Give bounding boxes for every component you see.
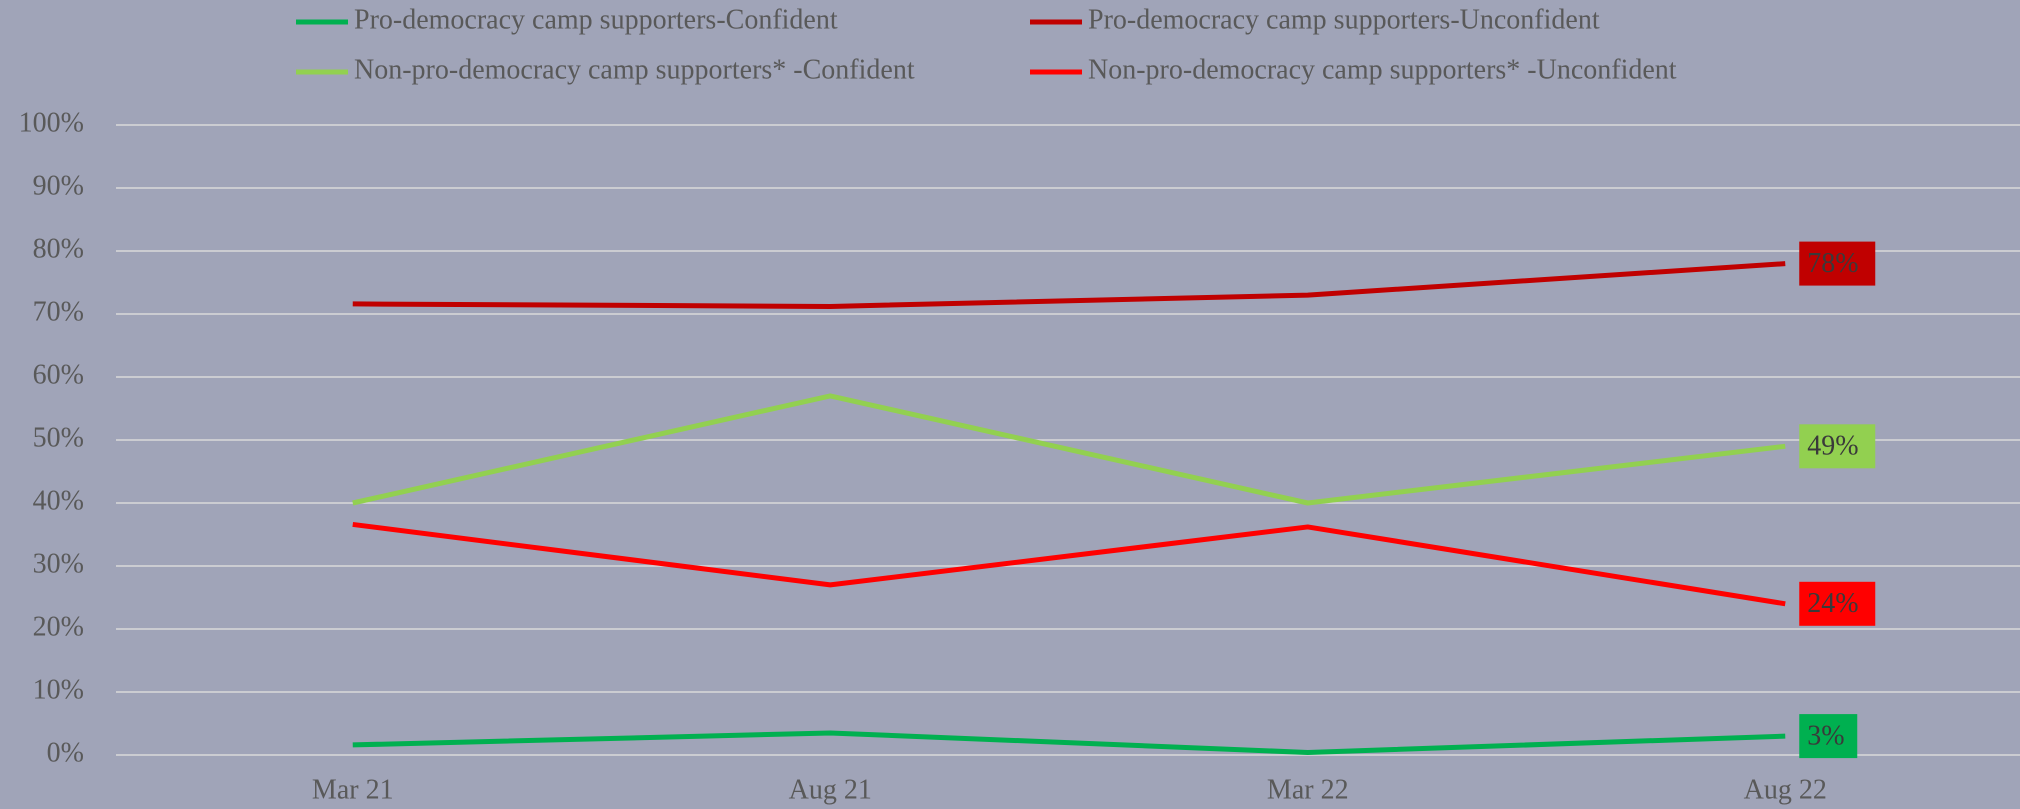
legend-label: Pro-democracy camp supporters-Confident — [354, 4, 838, 35]
y-tick-label: 20% — [33, 611, 84, 642]
value-label-box — [1799, 424, 1876, 469]
series-line — [352, 261, 1786, 309]
value-label: 24% — [1807, 588, 1858, 619]
y-tick-label: 30% — [33, 548, 84, 579]
y-tick-label: 90% — [33, 170, 84, 201]
y-tick-label: 50% — [33, 422, 84, 453]
series-line — [352, 521, 1786, 607]
x-tick-label: Aug 22 — [1744, 774, 1827, 805]
x-tick-label: Aug 21 — [789, 774, 872, 805]
legend-label: Non-pro-democracy camp supporters* -Unco… — [1088, 54, 1677, 85]
value-label-box — [1799, 714, 1858, 759]
y-tick-label: 10% — [33, 674, 84, 705]
y-tick-label: 40% — [33, 485, 84, 516]
y-tick-label: 70% — [33, 296, 84, 327]
series-line — [352, 730, 1786, 755]
value-label-box — [1799, 241, 1876, 286]
legend-label: Non-pro-democracy camp supporters* -Conf… — [354, 54, 915, 85]
series-line — [352, 393, 1786, 506]
y-tick-label: 80% — [33, 233, 84, 264]
value-label: 78% — [1807, 248, 1858, 279]
y-tick-label: 60% — [33, 359, 84, 390]
value-label: 3% — [1807, 721, 1844, 752]
x-tick-label: Mar 21 — [312, 774, 394, 805]
x-tick-label: Mar 22 — [1267, 774, 1349, 805]
y-tick-label: 0% — [47, 737, 84, 768]
legend-label: Pro-democracy camp supporters-Unconfiden… — [1088, 4, 1600, 35]
value-label: 49% — [1807, 431, 1858, 462]
y-tick-label: 100% — [19, 107, 84, 138]
value-label-box — [1799, 581, 1876, 626]
